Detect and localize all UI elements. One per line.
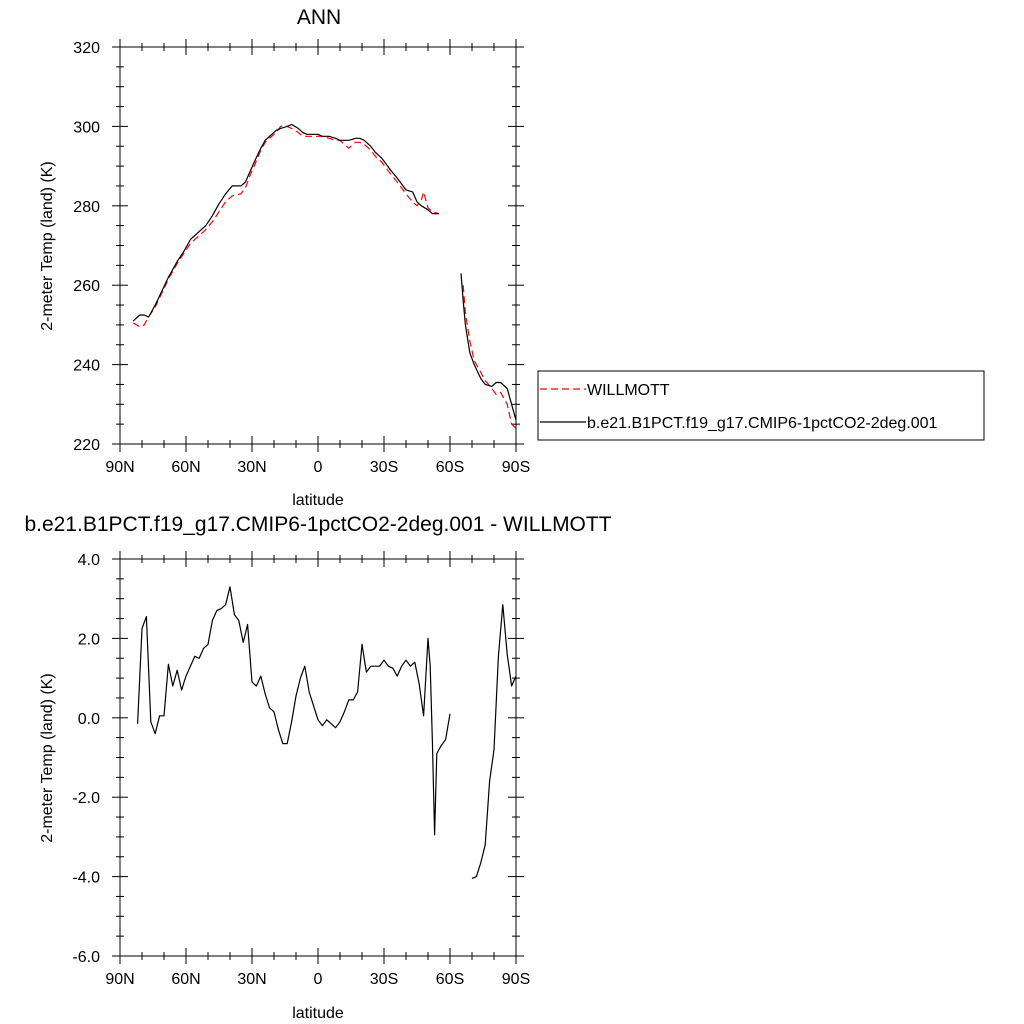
top-x-tick-label: 60N [171,459,200,476]
bottom-x-axis-label: latitude [292,1005,344,1022]
top-y-tick-label: 220 [73,437,100,454]
bottom-y-axis-label: 2-meter Temp (land) (K) [39,673,56,843]
top-y-tick-label: 240 [73,358,100,375]
top-y-axis-label: 2-meter Temp (land) (K) [39,161,56,331]
top-x-tick-label: 30N [237,459,266,476]
legend-label-model: b.e21.B1PCT.f19_g17.CMIP6-1pctCO2-2deg.0… [587,415,938,432]
top-y-tick-label: 260 [73,278,100,295]
top-y-tick-label: 300 [73,119,100,136]
bottom-x-tick-label: 60S [436,971,464,988]
top-y-axis: 220 240 260 280 300 320 [73,40,524,454]
top-x-tick-label: 90S [502,459,530,476]
bottom-plot-frame [119,558,517,957]
bottom-x-axis: 90N 60N 30N 0 30S 60S 90S [105,551,530,988]
top-x-tick-label: 0 [314,459,323,476]
bottom-panel: b.e21.B1PCT.f19_g17.CMIP6-1pctCO2-2deg.0… [24,513,611,1022]
bottom-x-tick-label: 0 [314,971,323,988]
bottom-series-group [137,586,517,880]
bottom-x-tick-label: 60N [171,971,200,988]
top-x-tick-label: 30S [370,459,398,476]
top-series-group [132,123,517,429]
bottom-x-tick-label: 90S [502,971,530,988]
top-x-tick-label: 90N [105,459,134,476]
top-x-axis: 90N 60N 30N 0 30S 60S 90S [105,39,530,476]
bottom-y-tick-label: 2.0 [78,631,100,648]
bottom-series-line-0 [137,586,451,836]
top-series-line-0 [132,125,440,328]
legend-box [537,370,985,441]
legend: WILLMOTT b.e21.B1PCT.f19_g17.CMIP6-1pctC… [537,370,985,441]
bottom-y-tick-label: -6.0 [72,949,100,966]
top-series-line-0 [462,285,517,429]
bottom-y-tick-label: -2.0 [72,790,100,807]
bottom-y-tick-label: 0.0 [78,711,100,728]
top-y-tick-label: 280 [73,199,100,216]
top-chart-title: ANN [297,6,341,29]
bottom-y-tick-label: 4.0 [78,552,100,569]
bottom-y-tick-label: -4.0 [72,870,100,887]
bottom-series-line-0 [471,604,517,880]
bottom-x-tick-label: 30N [237,971,266,988]
top-series-line-1 [460,273,517,421]
bottom-chart-title: b.e21.B1PCT.f19_g17.CMIP6-1pctCO2-2deg.0… [24,513,611,536]
top-x-axis-label: latitude [292,492,344,509]
top-plot-frame [119,46,517,445]
legend-label-willmott: WILLMOTT [587,382,670,399]
top-x-tick-label: 60S [436,459,464,476]
bottom-y-axis: -6.0 -4.0 -2.0 0.0 2.0 4.0 [72,552,524,966]
top-series-line-1 [132,123,439,322]
top-y-tick-label: 320 [73,40,100,57]
bottom-x-tick-label: 90N [105,971,134,988]
bottom-x-tick-label: 30S [370,971,398,988]
